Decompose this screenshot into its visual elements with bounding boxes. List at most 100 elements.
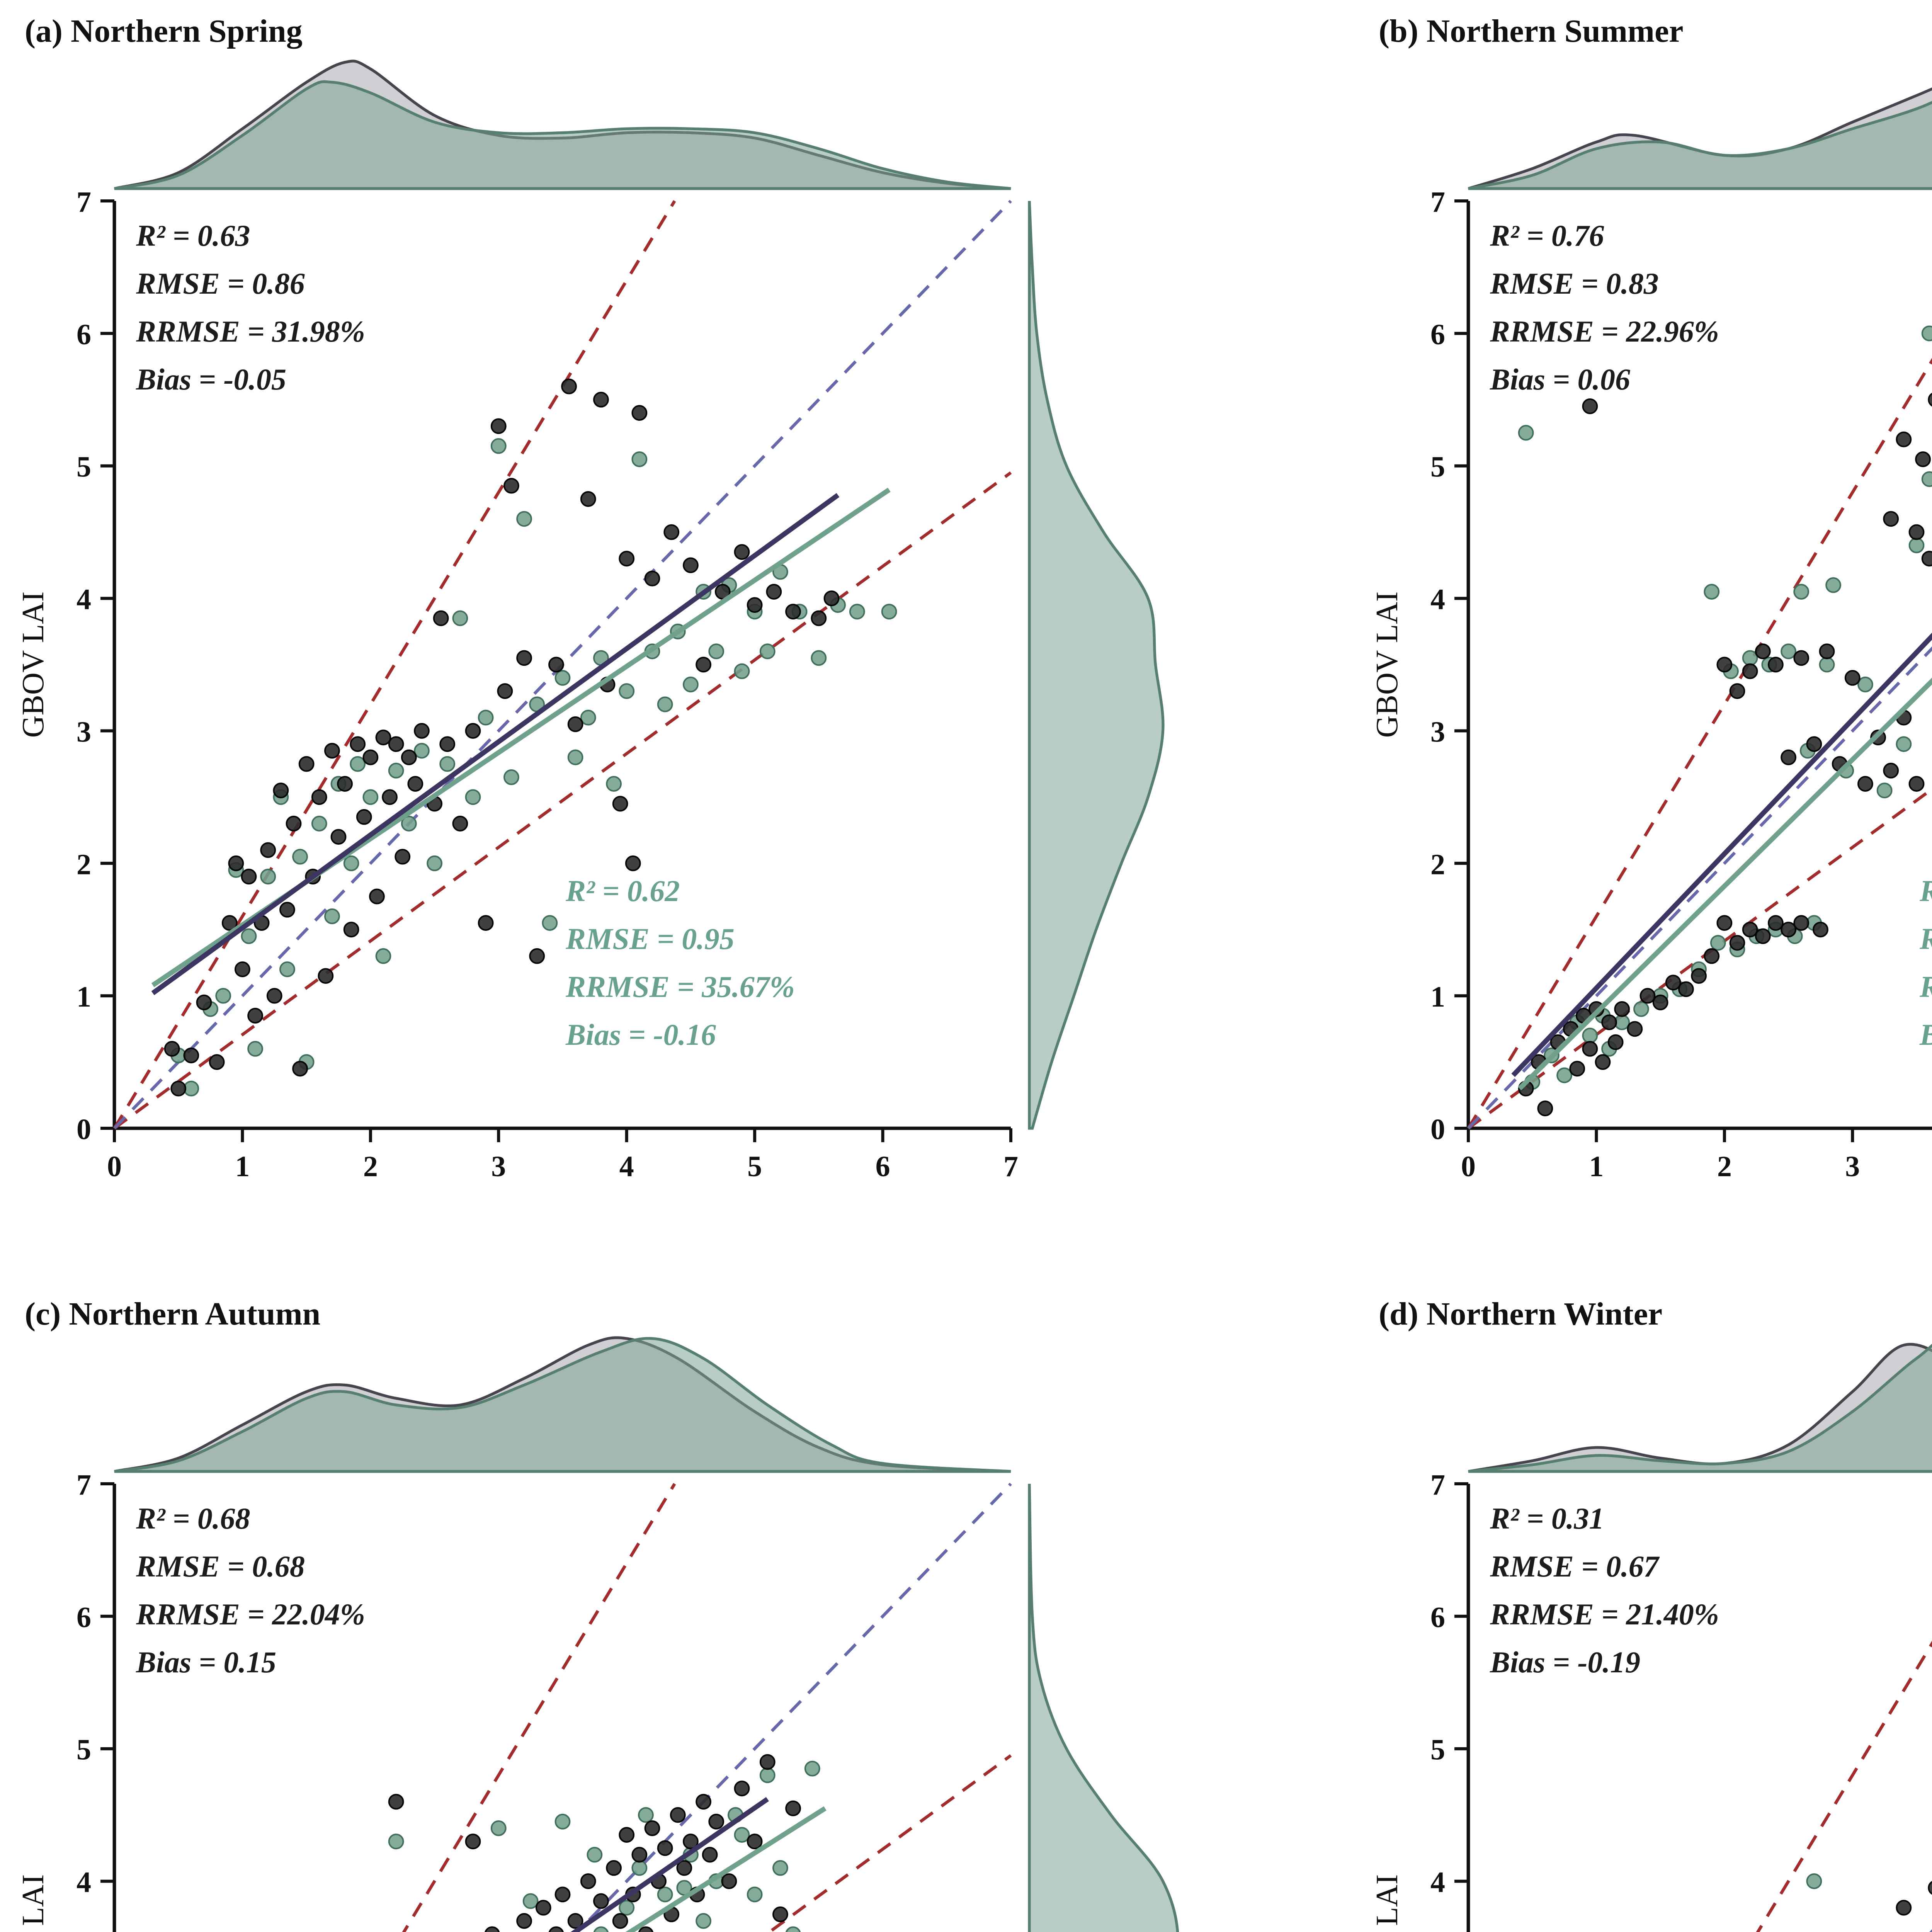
hiq-point [567, 716, 583, 732]
x-tick-label: 3 [491, 1150, 506, 1183]
hiq-point [606, 1860, 622, 1876]
hiq-point [734, 544, 750, 560]
hiq-point [388, 1794, 404, 1810]
modis-point [657, 1886, 673, 1903]
hiq-point [1883, 511, 1899, 527]
scatter-plot-spring: 00 1 1 2 2 3 3 4 4 5 5 6 6 7 7 GBOV LAI [16, 60, 1165, 1183]
x-tick-label: 2 [1717, 1150, 1732, 1183]
hiq-points [388, 1754, 801, 1932]
modis-point [1793, 584, 1810, 600]
hiq-point [747, 597, 763, 613]
x-tick-label: 2 [363, 1150, 378, 1183]
hiq-point [362, 749, 379, 765]
modis-point [490, 438, 507, 454]
x-tick-label: 6 [876, 1150, 890, 1183]
hiq-point [452, 816, 468, 832]
envelope-line [402, 1483, 676, 1932]
hiq-point [811, 610, 827, 626]
hiq-point [766, 584, 782, 600]
hiq-point [593, 1893, 609, 1909]
hiq-point [1908, 524, 1925, 540]
y-tick-label: 5 [1430, 1734, 1445, 1766]
hiq-point [273, 782, 289, 799]
hiq-point [465, 1833, 481, 1850]
hiq-point [1768, 656, 1784, 673]
modis-point [260, 869, 276, 884]
hiq-point [593, 391, 609, 408]
identity-line [1467, 646, 1932, 1129]
hiq-point [1921, 551, 1932, 567]
y-tick-label: 7 [1430, 1469, 1445, 1501]
modis-point [279, 961, 295, 977]
envelope-line [1467, 787, 1932, 1130]
modis-point [439, 756, 456, 772]
hiq-point [1793, 650, 1810, 666]
hiq-point [1806, 736, 1822, 752]
y-tick-label: 0 [77, 1113, 91, 1146]
modis-regression-line [625, 1806, 827, 1932]
hiq-point [433, 610, 449, 626]
y-tick-label: 6 [1430, 1601, 1445, 1634]
stat-line: RMSE = 0.83 [1490, 269, 1659, 301]
modis-point [759, 1767, 776, 1783]
modis-point [881, 604, 897, 620]
modis-point [362, 789, 379, 805]
hiq-regression-line [151, 493, 840, 995]
modis-point [292, 849, 308, 865]
modis-point [849, 604, 865, 620]
x-tick-label: 7 [1003, 1150, 1018, 1183]
stats-modis: R² = 0.62 RMSE = 0.95 RRMSE = 35.67% Bia… [566, 869, 795, 1060]
hiq-point [721, 1873, 737, 1889]
hiq-point [1716, 656, 1733, 673]
hiq-point [785, 604, 801, 620]
modis-point [811, 650, 827, 666]
y-tick-label: 7 [77, 186, 91, 218]
hiq-point [318, 968, 334, 984]
hiq-point [1691, 968, 1707, 984]
hiq-point [1742, 663, 1758, 679]
modis-point [1704, 584, 1720, 600]
envelope-line [767, 1754, 1012, 1932]
modis-point [1582, 1027, 1598, 1044]
modis-point [1825, 577, 1841, 593]
modis-point [414, 743, 430, 759]
modis-point [708, 643, 724, 660]
hiq-point [490, 418, 507, 434]
modis-point [350, 756, 366, 772]
hiq-point [388, 736, 404, 752]
stat-line: RRMSE = 31.98% [136, 317, 365, 349]
hiq-point [1781, 922, 1796, 938]
hiq-point [1665, 975, 1681, 991]
modis-point [657, 696, 673, 713]
modis-point [1710, 935, 1726, 951]
hiq-point [330, 829, 347, 845]
hiq-point [1569, 1061, 1585, 1077]
hiq-point [644, 1820, 660, 1836]
modis-points [388, 1760, 820, 1932]
modis-point [1781, 643, 1796, 660]
y-tick-label: 2 [1430, 848, 1445, 881]
modis-point [343, 855, 359, 871]
modis-point [478, 709, 494, 726]
panel-title: (b) Northern Summer [1379, 12, 1684, 49]
modis-point [1857, 677, 1873, 692]
y-tick-label: 4 [77, 1866, 91, 1899]
y-tick-label: 0 [1430, 1113, 1445, 1146]
modis-point [1876, 782, 1893, 799]
modis-point [452, 610, 468, 626]
hiq-point [1768, 915, 1784, 931]
hiq-point [478, 915, 494, 931]
hiq-point [631, 1847, 648, 1863]
hiq-point [1896, 431, 1912, 447]
hiq-point [1704, 948, 1720, 964]
hiq-point [1915, 451, 1931, 467]
hiq-point [324, 743, 340, 759]
hiq-point [497, 683, 513, 699]
modis-point [619, 683, 635, 699]
stat-line: R² = 0.71 [1920, 869, 1932, 917]
modis-point [785, 1926, 801, 1932]
modis-point [465, 789, 481, 805]
